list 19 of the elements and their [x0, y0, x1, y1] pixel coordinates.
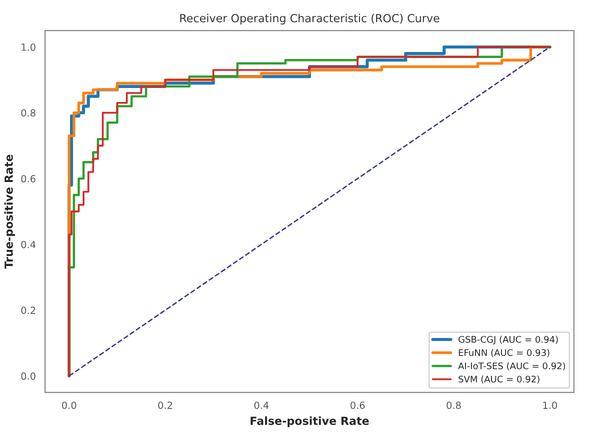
x-tick-label: 0.4 — [254, 402, 269, 409]
y-tick-label: 1.0 — [22, 43, 36, 51]
legend-label: SVM (AUC = 0.92) — [458, 376, 540, 384]
legend-label: GSB-CGJ (AUC = 0.94) — [458, 336, 558, 344]
legend-label: AI-IoT-SES (AUC = 0.92) — [458, 362, 566, 370]
y-tick-label: 0.4 — [21, 240, 36, 248]
chart-title: Receiver Operating Characteristic (ROC) Curve — [180, 14, 440, 24]
x-tick-label: 0.8 — [446, 402, 461, 409]
x-tick-label: 1.0 — [543, 402, 557, 409]
x-tick-label: 0.0 — [62, 402, 76, 409]
y-tick-label: 0.0 — [21, 372, 36, 380]
y-axis-title: True-positive Rate — [4, 154, 16, 269]
x-tick-label: 0.6 — [350, 402, 365, 409]
x-axis-title: False-positive Rate — [250, 416, 369, 428]
y-tick-label: 0.8 — [21, 109, 36, 117]
x-tick-label: 0.2 — [158, 402, 172, 409]
legend-label: EFuNN (AUC = 0.93) — [458, 349, 550, 358]
y-tick-label: 0.2 — [21, 306, 36, 314]
y-tick-label: 0.6 — [21, 175, 36, 182]
